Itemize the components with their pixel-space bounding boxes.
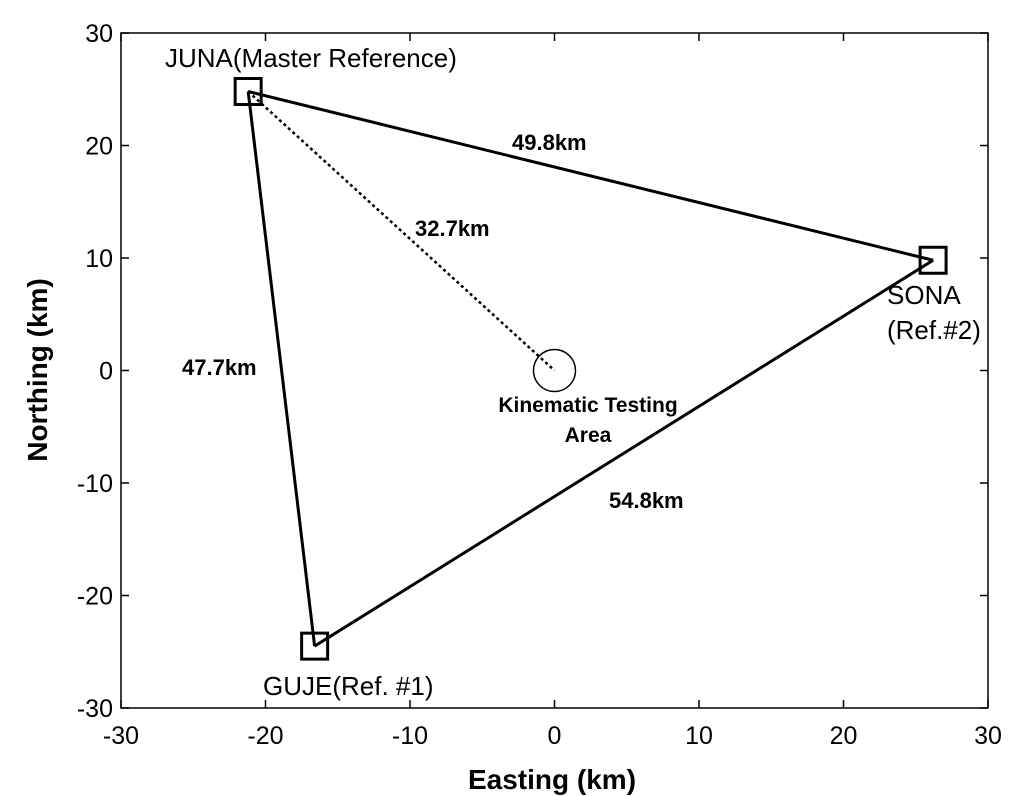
baseline-sona-guje [313, 258, 934, 648]
x-tick-label: -30 [103, 722, 139, 750]
baseline-label-guje-juna: 47.7km [182, 355, 257, 380]
station-markers [233, 77, 948, 661]
sona-label: SONA [887, 280, 961, 310]
y-axis-label: Northing (km) [22, 278, 53, 462]
x-tick-label: 20 [830, 722, 858, 750]
baseline-label-juna-area: 32.7km [415, 216, 490, 241]
x-axis-label: Easting (km) [468, 764, 636, 795]
axis-ticks [120, 32, 989, 709]
guje-label: GUJE(Ref. #1) [263, 671, 434, 701]
y-tick-label: 30 [85, 20, 113, 48]
x-tick-labels: -30 -20 -10 0 10 20 30 [103, 722, 1002, 750]
y-tick-label: 20 [85, 133, 113, 161]
testing-area-label-2: Area [565, 424, 612, 447]
testing-area-marker [532, 348, 577, 393]
baseline-juna-area [247, 90, 556, 372]
y-tick-label: 10 [85, 245, 113, 273]
x-tick-label: 10 [685, 722, 713, 750]
x-tick-label: 0 [548, 722, 562, 750]
station-marker-juna [233, 77, 263, 106]
baseline-label-sona-guje: 54.8km [609, 488, 684, 513]
y-tick-label: -10 [77, 470, 113, 498]
station-marker-sona [918, 245, 948, 275]
x-tick-label: -10 [392, 722, 428, 750]
y-tick-label: -30 [77, 695, 113, 723]
y-tick-label: -20 [77, 583, 113, 611]
testing-area-label: Kinematic Testing [498, 394, 677, 417]
baseline-guje-juna [246, 91, 317, 647]
y-tick-label: 0 [99, 358, 113, 386]
baseline-label-juna-sona: 49.8km [512, 130, 587, 155]
baselines [246, 90, 934, 648]
x-tick-label: -20 [247, 722, 283, 750]
sona-label-ref: (Ref.#2) [887, 315, 981, 345]
y-tick-labels: 30 20 10 0 -10 -20 -30 [77, 20, 113, 723]
baseline-juna-sona [247, 90, 934, 262]
juna-label: JUNA(Master Reference) [165, 43, 457, 73]
station-marker-guje [300, 631, 330, 661]
x-tick-label: 30 [974, 722, 1002, 750]
